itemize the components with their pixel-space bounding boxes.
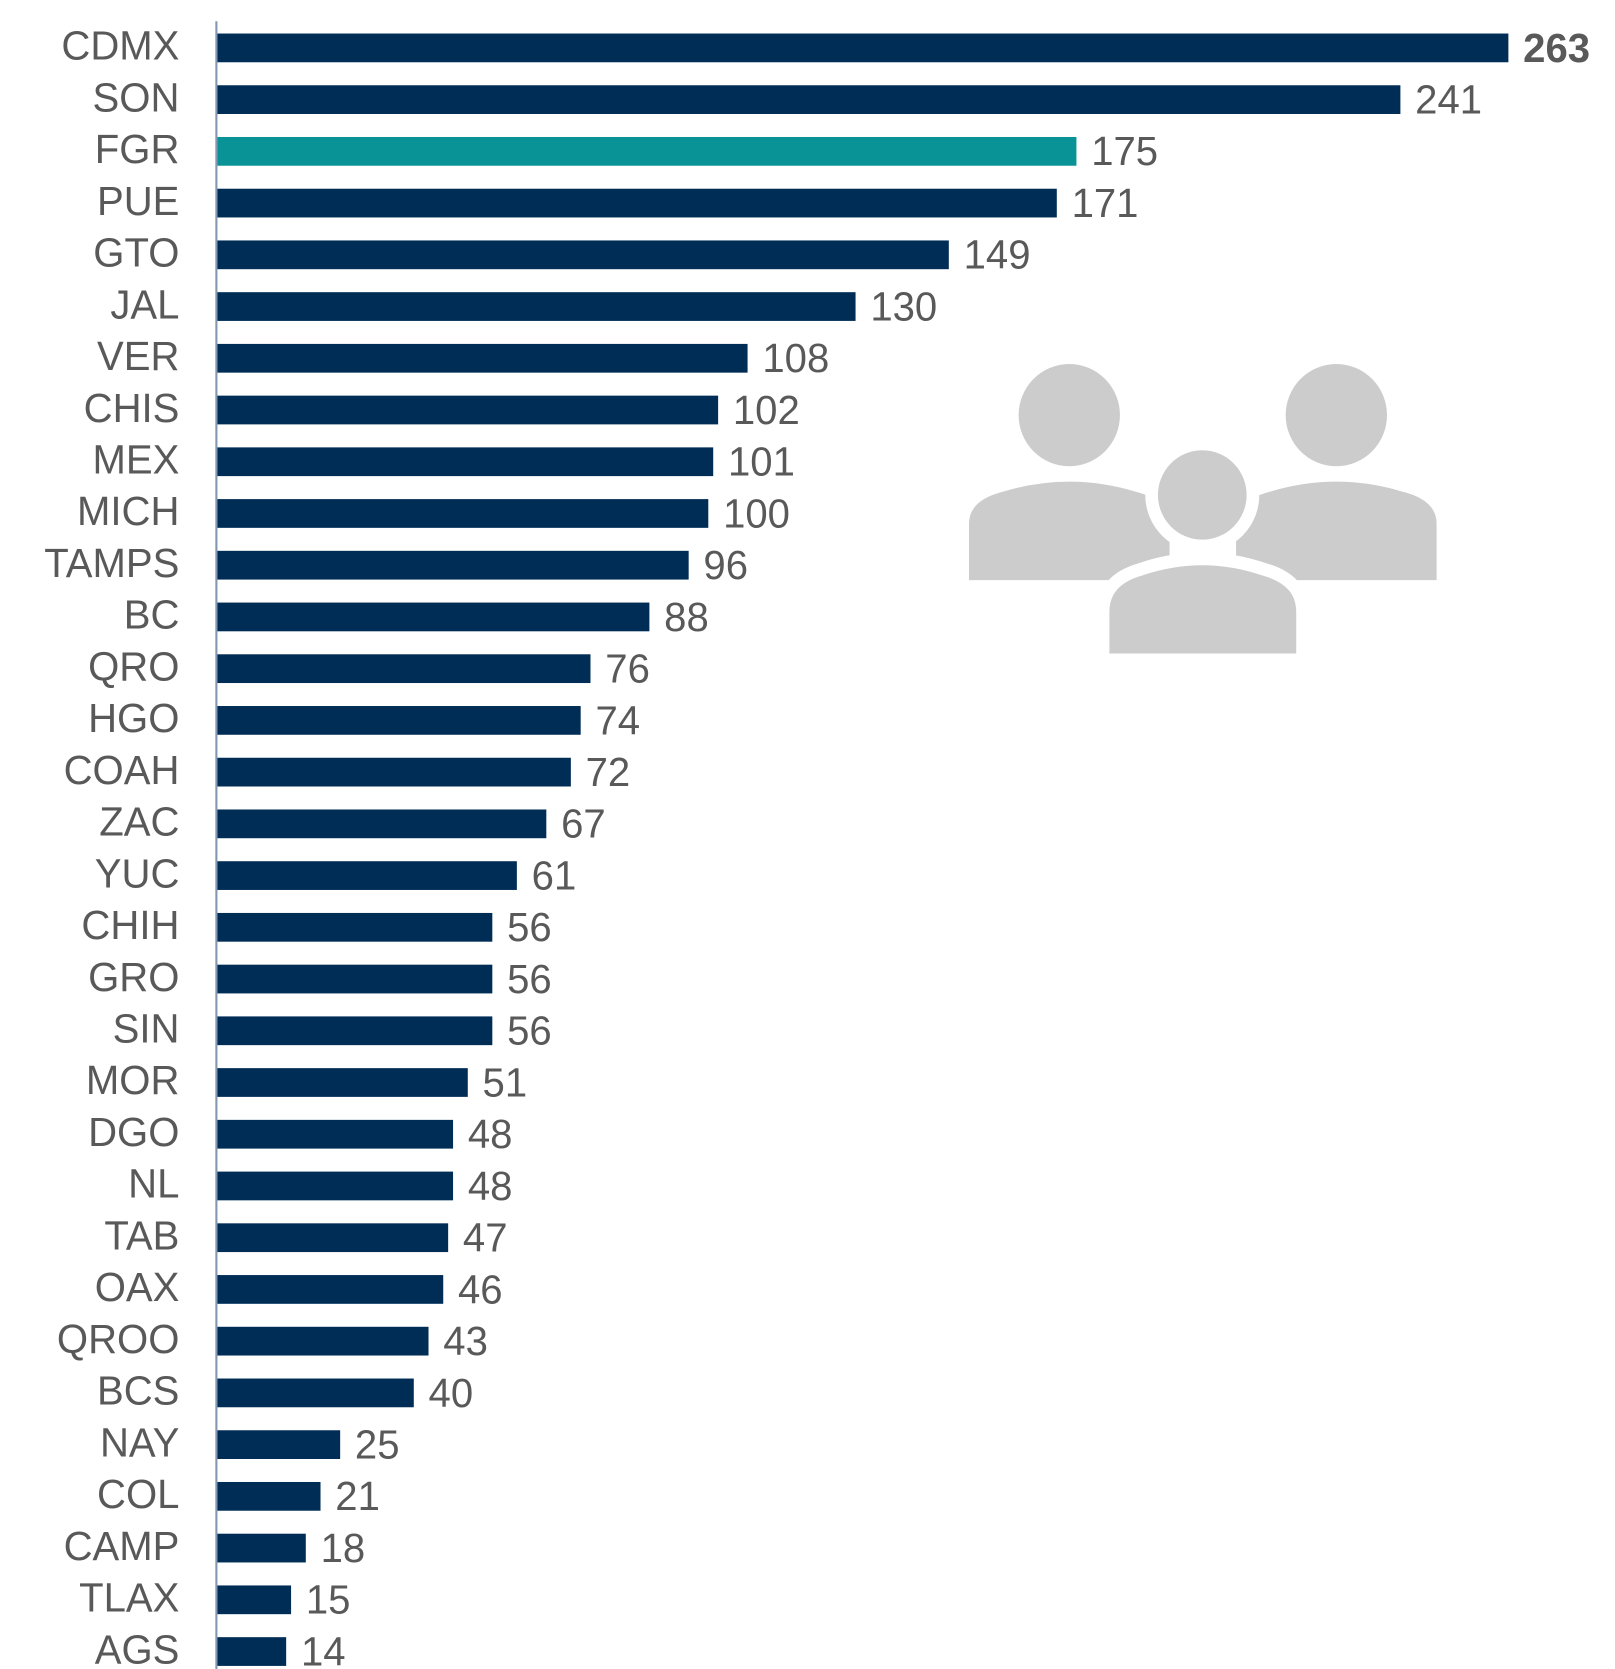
bar (217, 1481, 321, 1511)
category-label: QROO (57, 1317, 180, 1362)
bar (217, 1068, 468, 1097)
category-label: BC (124, 593, 180, 638)
bar (217, 1275, 444, 1304)
value-label: 171 (1072, 181, 1139, 226)
category-label: YUC (95, 851, 180, 896)
value-label: 74 (595, 698, 640, 743)
category-label: MOR (86, 1058, 180, 1103)
value-label: 15 (306, 1578, 351, 1623)
bar (217, 550, 689, 580)
value-label: 56 (507, 1009, 552, 1054)
value-label: 96 (703, 543, 748, 588)
bar (217, 861, 517, 890)
bar (217, 292, 856, 321)
value-label: 48 (468, 1164, 513, 1209)
value-label: 130 (870, 284, 937, 329)
category-label: HGO (88, 696, 179, 741)
category-label: SON (93, 75, 180, 120)
category-label: QRO (88, 644, 179, 689)
category-label: NAY (100, 1420, 179, 1465)
bar (217, 1119, 454, 1149)
value-label: 101 (728, 439, 795, 484)
category-label: VER (97, 334, 179, 379)
category-label: BCS (97, 1368, 179, 1413)
category-label: GTO (93, 230, 179, 275)
value-label: 88 (664, 595, 709, 640)
category-label: TAMPS (44, 541, 179, 586)
bar (217, 964, 493, 994)
category-label: TLAX (79, 1575, 179, 1620)
bar (217, 1533, 306, 1563)
category-label: SIN (113, 1006, 180, 1051)
category-label: CAMP (64, 1524, 180, 1569)
bar (217, 1637, 287, 1666)
bar (217, 602, 650, 632)
value-label: 43 (443, 1319, 488, 1364)
value-label: 263 (1523, 26, 1590, 71)
category-label: FGR (95, 127, 180, 172)
value-label: 48 (468, 1112, 513, 1157)
value-label: 40 (429, 1371, 474, 1416)
category-label: ZAC (99, 799, 179, 844)
value-label: 72 (586, 750, 631, 795)
bar (217, 1585, 292, 1615)
bar (217, 1430, 341, 1459)
bar (217, 1378, 414, 1408)
value-label: 102 (733, 388, 800, 433)
value-label: 108 (762, 336, 829, 381)
value-label: 21 (335, 1474, 380, 1519)
category-label: COAH (64, 748, 180, 793)
category-label: CHIH (81, 903, 179, 948)
value-label: 56 (507, 957, 552, 1002)
bar (217, 1326, 429, 1356)
bar (217, 240, 949, 270)
bar (217, 654, 591, 684)
category-label: OAX (95, 1265, 180, 1310)
value-label: 25 (355, 1422, 400, 1467)
value-label: 47 (463, 1215, 508, 1260)
category-label: TAB (104, 1213, 179, 1258)
value-label: 67 (561, 802, 606, 847)
value-label: 56 (507, 905, 552, 950)
category-label: GRO (88, 955, 179, 1000)
category-label: COL (97, 1472, 179, 1517)
bar (217, 499, 709, 528)
category-label: NL (128, 1162, 179, 1207)
bar (217, 809, 547, 839)
bar (217, 912, 493, 942)
value-label: 100 (723, 491, 790, 536)
category-label: CDMX (61, 23, 179, 68)
bar (217, 447, 714, 477)
bar (217, 343, 748, 373)
bar (217, 1016, 493, 1046)
bar (217, 395, 719, 425)
category-label: CHIS (84, 386, 180, 431)
category-label: MEX (93, 437, 180, 482)
category-label: DGO (88, 1110, 179, 1155)
value-label: 51 (483, 1060, 528, 1105)
bar (217, 1223, 449, 1253)
bar (217, 757, 571, 787)
category-label: AGS (95, 1627, 180, 1669)
category-label: MICH (77, 489, 179, 534)
value-label: 46 (458, 1267, 503, 1312)
bar (217, 136, 1077, 166)
people-icon (969, 364, 1437, 692)
value-label: 14 (301, 1629, 346, 1669)
bar (217, 33, 1509, 63)
value-label: 18 (321, 1526, 366, 1571)
bar (217, 1171, 454, 1201)
bar (217, 85, 1401, 114)
bar (217, 188, 1057, 218)
value-label: 241 (1415, 77, 1482, 122)
bar (217, 706, 581, 735)
value-label: 61 (532, 853, 577, 898)
category-label: JAL (110, 282, 179, 327)
category-label: PUE (97, 179, 179, 224)
value-label: 149 (964, 233, 1031, 278)
value-label: 76 (605, 646, 650, 691)
value-label: 175 (1091, 129, 1158, 174)
